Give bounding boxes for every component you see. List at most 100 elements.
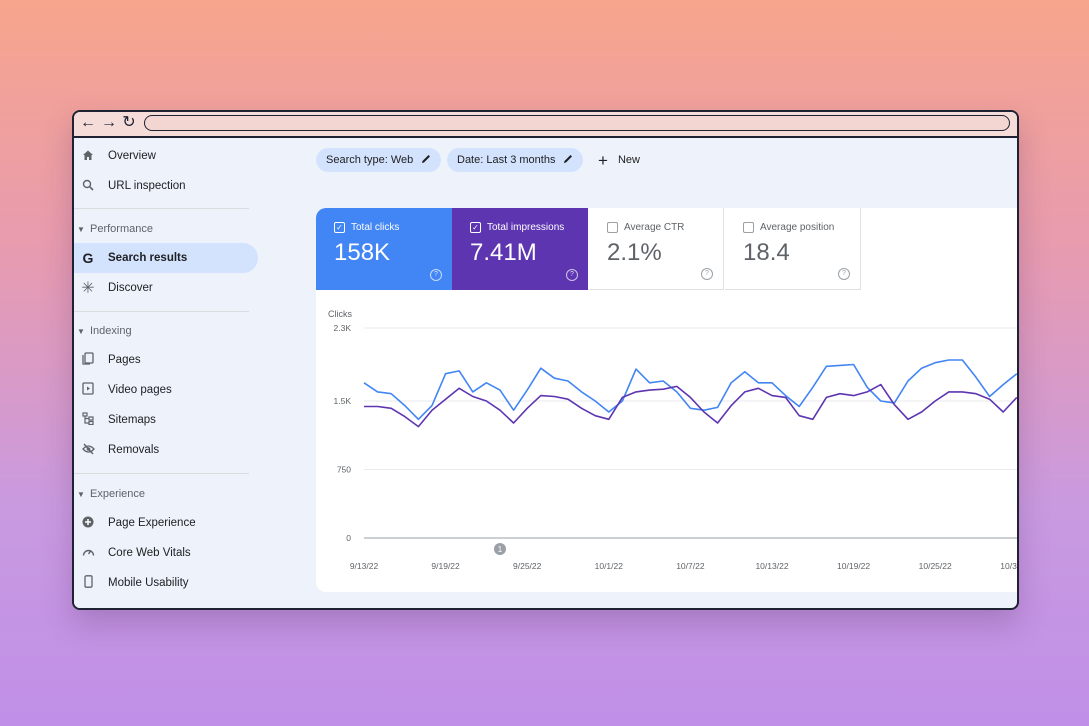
annotation-label: 1	[498, 545, 503, 554]
clicks-series-line	[363, 359, 1017, 421]
video-page-icon	[80, 382, 96, 398]
x-tick-label: 10/25/22	[919, 561, 952, 571]
x-tick-label: 10/7/22	[676, 561, 705, 571]
sidebar-item-discover[interactable]: ✳ Discover	[74, 273, 258, 303]
sidebar-item-label: Core Web Vitals	[108, 547, 191, 559]
gauge-icon	[80, 546, 96, 560]
plus-icon: +	[598, 150, 608, 170]
sidebar-item-sitemaps[interactable]: Sitemaps	[74, 405, 258, 435]
sidebar-item-search-results[interactable]: G Search results	[74, 243, 258, 273]
y-tick-label: 750	[337, 465, 351, 475]
chip-label: Date: Last 3 months	[457, 154, 556, 166]
sidebar-item-label: Overview	[108, 150, 156, 162]
chip-label: Search type: Web	[326, 154, 414, 166]
caret-down-icon: ▼	[77, 224, 85, 234]
x-tick-label: 10/19/22	[837, 561, 870, 571]
address-bar[interactable]	[144, 115, 1010, 131]
browser-window: ← → ↻ Overview URL inspection ▼ Performa…	[72, 110, 1019, 610]
asterisk-icon: ✳	[81, 280, 95, 297]
new-filter-label: New	[617, 154, 640, 166]
sidebar-item-label: Search results	[108, 252, 188, 264]
eye-off-icon	[80, 443, 96, 458]
help-icon[interactable]: ?	[566, 269, 578, 281]
metric-value: 18.4	[743, 239, 790, 266]
sidebar-item-label: Sitemaps	[108, 414, 156, 426]
section-title: Experience	[90, 488, 146, 500]
metric-label: Average CTR	[624, 222, 685, 233]
x-tick-label: 9/13/22	[350, 561, 379, 571]
sidebar-item-video-pages[interactable]: Video pages	[74, 375, 258, 405]
sidebar-item-label: URL inspection	[108, 180, 186, 192]
sidebar-item-label: Page Experience	[108, 517, 196, 529]
checkbox-unchecked-icon[interactable]	[743, 222, 754, 233]
pencil-icon	[563, 154, 573, 167]
metric-value: 7.41M	[470, 239, 537, 266]
sidebar-item-removals[interactable]: Removals	[74, 435, 258, 465]
annotation-marker	[494, 543, 506, 555]
y-tick-label: 0	[346, 533, 351, 543]
browser-toolbar: ← → ↻	[74, 112, 1017, 138]
sidebar-divider	[74, 208, 249, 209]
plus-circle-icon	[80, 516, 96, 531]
caret-down-icon: ▼	[77, 489, 85, 499]
impressions-series-line	[364, 383, 1017, 428]
sidebar-item-core-web-vitals[interactable]: Core Web Vitals	[74, 538, 258, 568]
new-filter-button[interactable]: + New	[598, 148, 640, 172]
reload-icon[interactable]: ↻	[122, 114, 136, 131]
metric-value: 2.1%	[607, 239, 662, 266]
section-performance[interactable]: ▼ Performance	[74, 219, 153, 239]
sidebar-item-label: Discover	[108, 282, 153, 294]
help-icon[interactable]: ?	[701, 268, 713, 280]
help-icon[interactable]: ?	[838, 268, 850, 280]
sidebar-item-url-inspection[interactable]: URL inspection	[74, 171, 258, 201]
checkbox-unchecked-icon[interactable]	[607, 222, 618, 233]
pencil-icon	[421, 154, 431, 167]
metric-total-clicks[interactable]: ✓ Total clicks 158K ?	[316, 208, 452, 290]
sitemap-icon	[80, 412, 96, 428]
performance-card: ✓ Total clicks 158K ? ✓ Total impression…	[316, 208, 1019, 592]
x-tick-label: 10/1/22	[595, 561, 624, 571]
sidebar-item-label: Pages	[108, 354, 141, 366]
sidebar-item-label: Mobile Usability	[108, 577, 189, 589]
sidebar: Overview URL inspection ▼ Performance G …	[74, 138, 262, 608]
search-icon	[80, 179, 96, 194]
sidebar-item-mobile-usability[interactable]: Mobile Usability	[74, 568, 258, 598]
y-tick-label: 1.5K	[334, 396, 352, 406]
sidebar-divider	[74, 473, 249, 474]
metric-value: 158K	[334, 239, 391, 266]
forward-arrow-icon[interactable]: →	[101, 114, 117, 131]
section-experience[interactable]: ▼ Experience	[74, 484, 145, 504]
clicks-line-chart: Clicks 2.3K 1.5K 750 0 9/13/22 9/19/22 9/25/22 1…	[328, 309, 1019, 571]
back-arrow-icon[interactable]: ←	[80, 114, 96, 131]
sidebar-divider	[74, 311, 249, 312]
metric-label: Total impressions	[487, 222, 565, 233]
help-icon[interactable]: ?	[430, 269, 442, 281]
metric-average-ctr[interactable]: Average CTR 2.1% ?	[589, 208, 724, 290]
y-axis-label: Clicks	[328, 309, 352, 319]
checkbox-checked-icon[interactable]: ✓	[334, 222, 345, 233]
google-g-icon: G	[82, 250, 94, 266]
sidebar-item-overview[interactable]: Overview	[74, 141, 258, 171]
y-tick-label: 2.3K	[334, 323, 352, 333]
caret-down-icon: ▼	[77, 326, 85, 336]
sidebar-item-label: Removals	[108, 444, 160, 456]
section-title: Indexing	[90, 325, 132, 337]
sidebar-item-page-experience[interactable]: Page Experience	[74, 508, 258, 538]
search-type-filter-chip[interactable]: Search type: Web	[316, 148, 442, 172]
x-tick-label: 9/19/22	[431, 561, 460, 571]
metric-label: Average position	[760, 222, 835, 233]
section-title: Performance	[90, 223, 153, 235]
checkbox-checked-icon[interactable]: ✓	[470, 222, 481, 233]
x-tick-label: 10/13/22	[755, 561, 788, 571]
home-icon	[80, 149, 96, 164]
sidebar-item-label: Video pages	[108, 384, 172, 396]
metric-total-impressions[interactable]: ✓ Total impressions 7.41M ?	[452, 208, 588, 290]
section-indexing[interactable]: ▼ Indexing	[74, 321, 132, 341]
sidebar-item-pages[interactable]: Pages	[74, 345, 258, 375]
date-filter-chip[interactable]: Date: Last 3 months	[447, 148, 584, 172]
x-tick-label: 10/31/22	[1000, 561, 1019, 571]
metric-average-position[interactable]: Average position 18.4 ?	[725, 208, 861, 290]
metric-label: Total clicks	[351, 222, 400, 233]
pages-icon	[80, 352, 96, 368]
phone-icon	[80, 575, 96, 591]
